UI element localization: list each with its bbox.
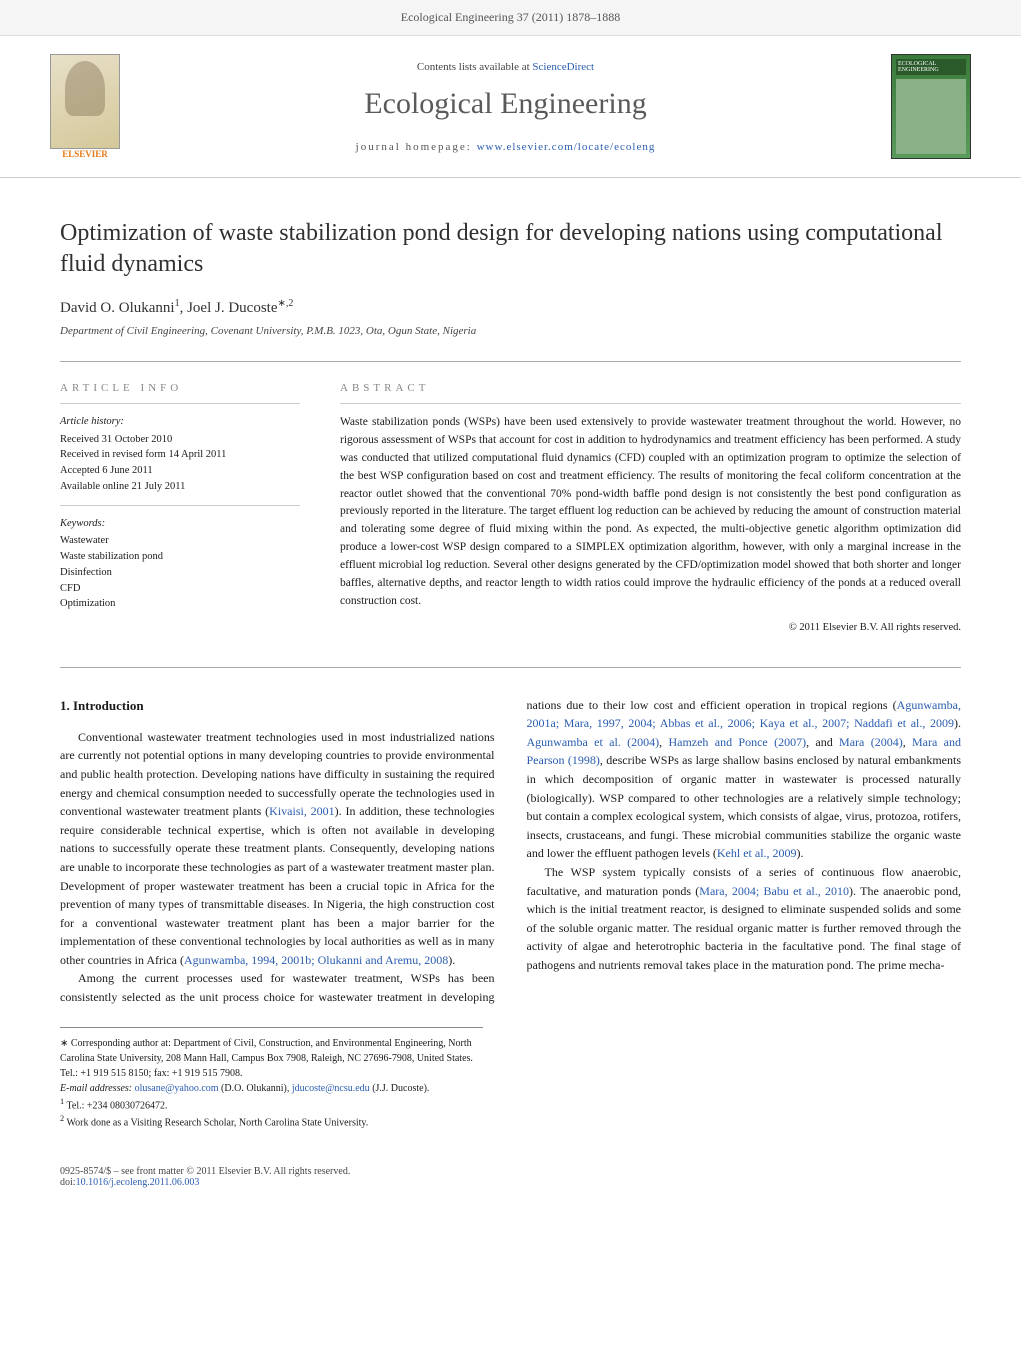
abstract-heading: ABSTRACT	[340, 380, 961, 404]
journal-cover-thumb: ECOLOGICAL ENGINEERING	[891, 54, 971, 159]
received-date: Received 31 October 2010	[60, 432, 300, 448]
homepage-line: journal homepage: www.elsevier.com/locat…	[140, 141, 871, 153]
author-sep: ,	[180, 300, 188, 316]
cover-label: ECOLOGICAL ENGINEERING	[896, 59, 966, 75]
article-info-block: ARTICLE INFO Article history: Received 3…	[60, 380, 300, 636]
email-line: E-mail addresses: olusane@yahoo.com (D.O…	[60, 1081, 483, 1096]
doi-label: doi:	[60, 1177, 76, 1188]
keyword-4: CFD	[60, 581, 300, 597]
footnote-2: 2 Work done as a Visiting Research Schol…	[60, 1113, 483, 1130]
p2-text-e: ,	[903, 735, 912, 749]
doi-line: doi:10.1016/j.ecoleng.2011.06.003	[60, 1177, 961, 1188]
keyword-2: Waste stabilization pond	[60, 549, 300, 565]
author-1: David O. Olukanni	[60, 300, 175, 316]
p1-text-b: ). In addition, these technologies requi…	[60, 804, 495, 948]
author-2-sup: ∗,2	[277, 298, 293, 309]
journal-name: Ecological Engineering	[140, 87, 871, 121]
homepage-label: journal homepage:	[356, 141, 477, 153]
sciencedirect-link[interactable]: ScienceDirect	[532, 61, 594, 73]
doi-link[interactable]: 10.1016/j.ecoleng.2011.06.003	[76, 1177, 200, 1188]
ref-kivaisi-2001[interactable]: Kivaisi, 2001	[269, 804, 334, 818]
keyword-1: Wastewater	[60, 533, 300, 549]
footnote-1: 1 Tel.: +234 08030726472.	[60, 1096, 483, 1113]
footnotes-block: ∗ Corresponding author at: Department of…	[60, 1027, 483, 1131]
affiliation: Department of Civil Engineering, Covenan…	[60, 325, 961, 337]
revised-date: Received in revised form 14 April 2011	[60, 447, 300, 463]
email-2-who: (J.J. Ducoste).	[372, 1083, 429, 1094]
cover-image-placeholder	[896, 79, 966, 154]
ref-agunwamba-1994[interactable]: Agunwamba, 1994, 2001b; Olukanni and Are…	[184, 953, 448, 967]
article-info-heading: ARTICLE INFO	[60, 380, 300, 404]
email-1-link[interactable]: olusane@yahoo.com	[135, 1083, 219, 1094]
email-1-who: (D.O. Olukanni),	[221, 1083, 292, 1094]
ref-agunwamba-2004[interactable]: Agunwamba et al. (2004)	[527, 735, 660, 749]
corresponding-author-note: ∗ Corresponding author at: Department of…	[60, 1036, 483, 1081]
paragraph-3: The WSP system typically consists of a s…	[527, 863, 962, 975]
online-date: Available online 21 July 2011	[60, 479, 300, 495]
keywords-label: Keywords:	[60, 516, 300, 532]
citation-text: Ecological Engineering 37 (2011) 1878–18…	[401, 10, 621, 24]
author-list: David O. Olukanni1, Joel J. Ducoste∗,2	[60, 298, 961, 317]
info-abstract-row: ARTICLE INFO Article history: Received 3…	[60, 361, 961, 636]
p1-text-d: ).	[448, 953, 455, 967]
page-footer: 0925-8574/$ – see front matter © 2011 El…	[0, 1160, 1021, 1218]
fn-star: ∗ Corresponding author at: Department of…	[60, 1038, 473, 1079]
p2-text-f: , describe WSPs as large shallow basins …	[527, 753, 962, 860]
article-frontmatter: Optimization of waste stabilization pond…	[0, 178, 1021, 1160]
ref-hamzeh-ponce-2007[interactable]: Hamzeh and Ponce (2007)	[668, 735, 806, 749]
ref-mara-babu[interactable]: Mara, 2004; Babu et al., 2010	[699, 884, 849, 898]
info-divider	[60, 505, 300, 506]
elsevier-wordmark: ELSEVIER	[50, 149, 120, 159]
author-2: Joel J. Ducoste	[187, 300, 277, 316]
elsevier-logo-block: ELSEVIER	[50, 54, 120, 159]
keyword-3: Disinfection	[60, 565, 300, 581]
elsevier-cover-thumb	[50, 54, 120, 149]
email-2-link[interactable]: jducoste@ncsu.edu	[292, 1083, 370, 1094]
ref-kehl-2009[interactable]: Kehl et al., 2009	[717, 846, 797, 860]
ref-mara-2004[interactable]: Mara (2004)	[839, 735, 903, 749]
homepage-link[interactable]: www.elsevier.com/locate/ecoleng	[477, 141, 656, 153]
paragraph-1: Conventional wastewater treatment techno…	[60, 728, 495, 970]
abstract-text: Waste stabilization ponds (WSPs) have be…	[340, 414, 961, 610]
abstract-block: ABSTRACT Waste stabilization ponds (WSPs…	[340, 380, 961, 636]
contents-text: Contents lists available at	[417, 61, 532, 73]
fn2-text: Work done as a Visiting Research Scholar…	[67, 1117, 369, 1128]
journal-banner: ELSEVIER Contents lists available at Sci…	[0, 36, 1021, 178]
banner-center: Contents lists available at ScienceDirec…	[140, 61, 871, 153]
contents-available-line: Contents lists available at ScienceDirec…	[140, 61, 871, 73]
email-label: E-mail addresses:	[60, 1083, 135, 1094]
p2-text-b: ).	[954, 716, 961, 730]
p2-text-d: , and	[806, 735, 839, 749]
fn1-text: Tel.: +234 08030726472.	[67, 1100, 168, 1111]
body-two-column: 1. Introduction Conventional wastewater …	[60, 667, 961, 1007]
section-1-heading: 1. Introduction	[60, 696, 495, 716]
accepted-date: Accepted 6 June 2011	[60, 463, 300, 479]
article-title: Optimization of waste stabilization pond…	[60, 218, 961, 280]
history-label: Article history:	[60, 414, 300, 430]
issn-line: 0925-8574/$ – see front matter © 2011 El…	[60, 1166, 961, 1177]
p2-text-g: ).	[797, 846, 804, 860]
keyword-5: Optimization	[60, 596, 300, 612]
citation-header: Ecological Engineering 37 (2011) 1878–18…	[0, 0, 1021, 36]
abstract-copyright: © 2011 Elsevier B.V. All rights reserved…	[340, 620, 961, 636]
tree-icon	[65, 61, 105, 116]
